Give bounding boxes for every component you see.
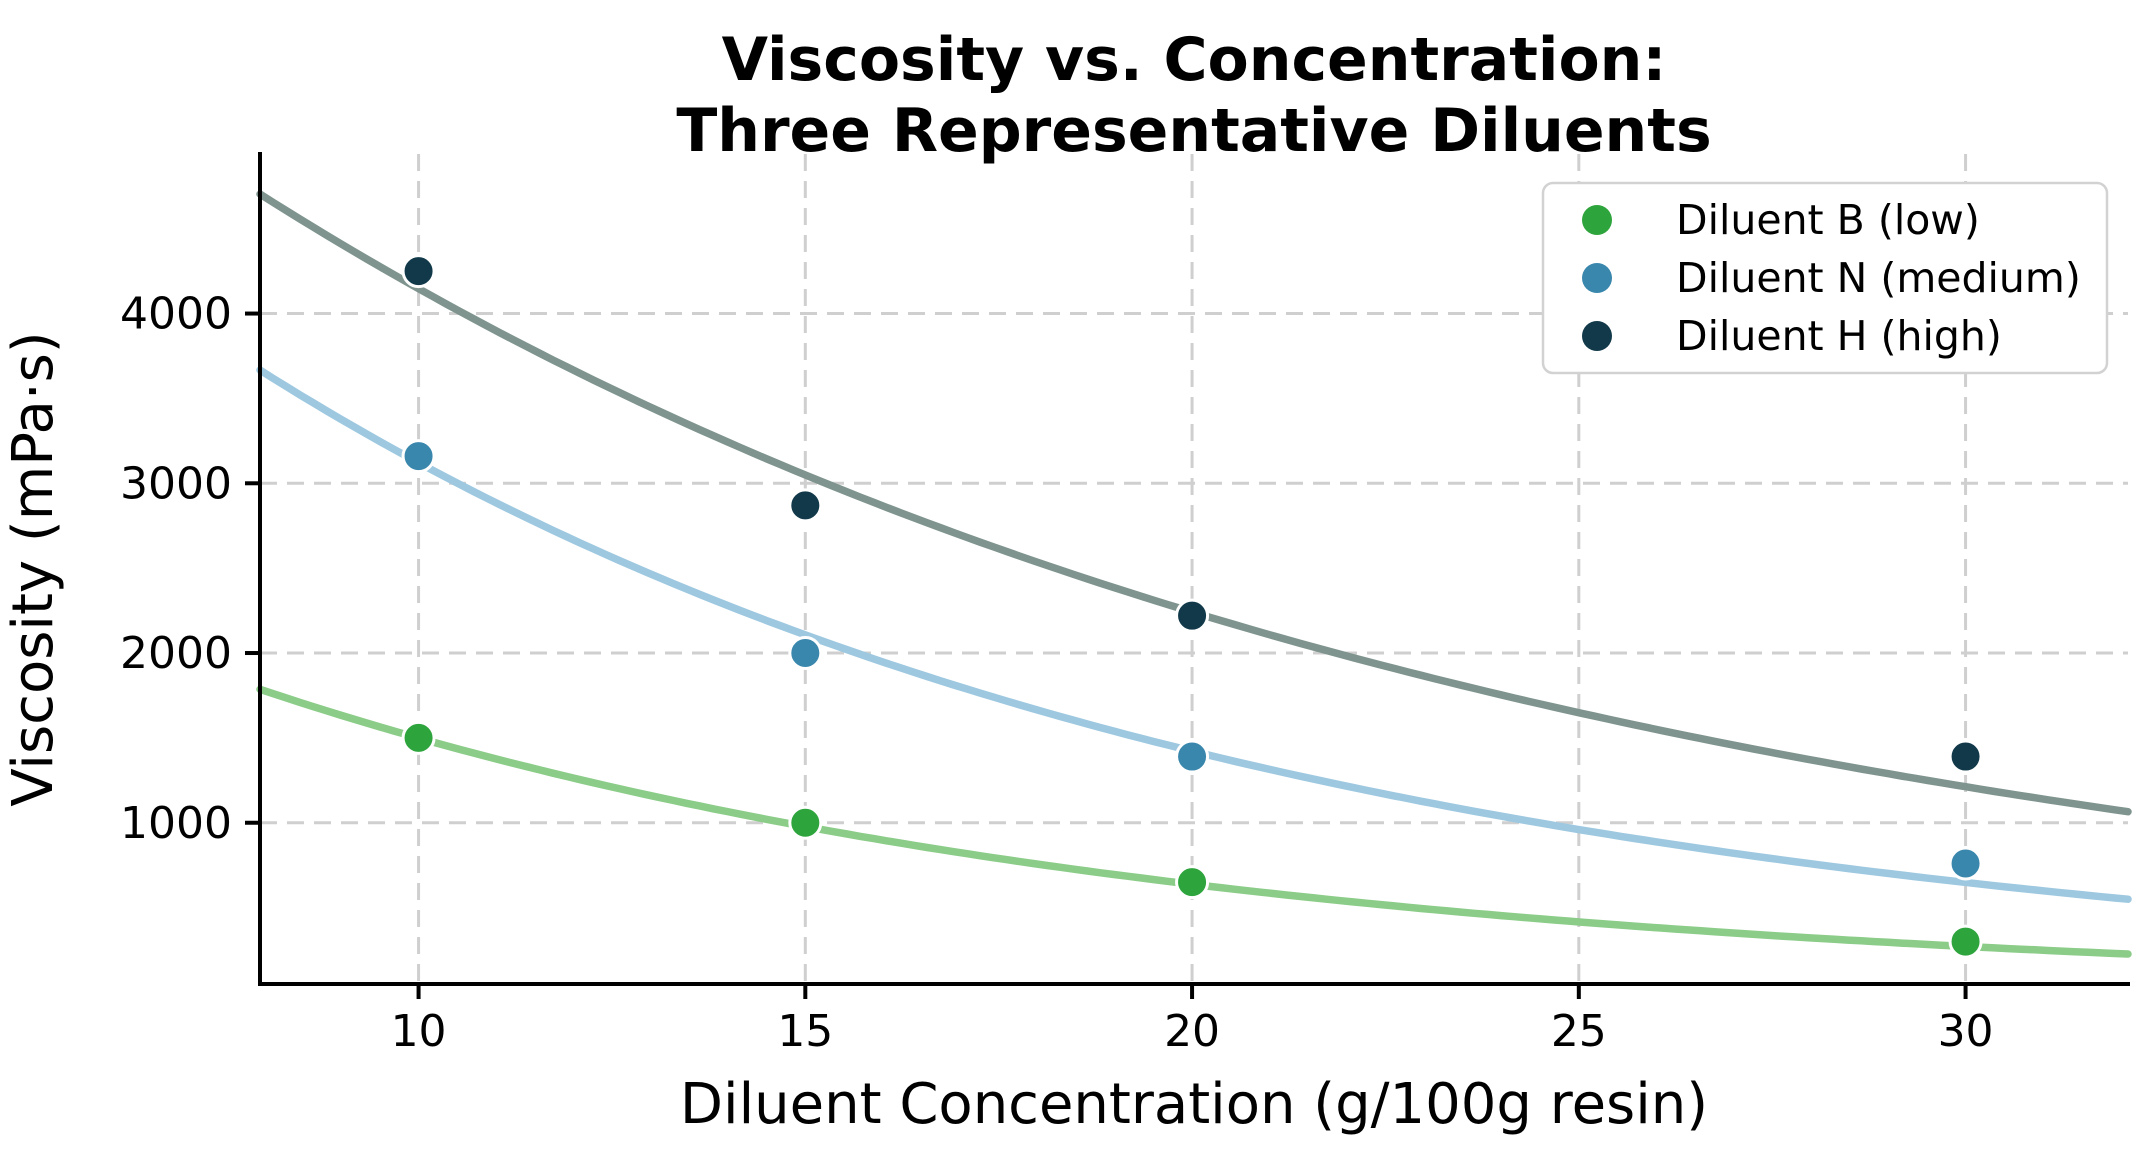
chart-title-line-2: Three Representative Diluents bbox=[676, 96, 1711, 166]
data-point-n bbox=[788, 636, 823, 671]
legend-marker-icon bbox=[1582, 321, 1612, 351]
data-point-n bbox=[401, 439, 436, 474]
data-point-b bbox=[1175, 865, 1210, 900]
y-axis-label: Viscosity (mPa·s) bbox=[1, 331, 66, 806]
y-tick-label: 4000 bbox=[120, 289, 232, 340]
x-tick-label: 15 bbox=[777, 1006, 833, 1057]
x-tick-label: 30 bbox=[1938, 1006, 1994, 1057]
legend-item-n: Diluent N (medium) bbox=[1582, 254, 2081, 302]
x-axis-label: Diluent Concentration (g/100g resin) bbox=[680, 1072, 1708, 1137]
legend: Diluent B (low) Diluent N (medium) Diluent… bbox=[1541, 181, 2109, 375]
legend-label: Diluent B (low) bbox=[1676, 196, 1980, 244]
legend-box bbox=[1541, 181, 2109, 375]
legend-marker-icon bbox=[1582, 205, 1612, 235]
legend-label: Diluent N (medium) bbox=[1676, 254, 2081, 302]
data-point-b bbox=[401, 720, 436, 755]
data-point-n bbox=[1948, 846, 1983, 881]
chart-title-line-1: Viscosity vs. Concentration: bbox=[722, 25, 1667, 95]
legend-label: Diluent H (high) bbox=[1676, 312, 2002, 360]
legend-item-b: Diluent B (low) bbox=[1582, 196, 1980, 244]
data-point-h bbox=[788, 488, 823, 523]
x-tick-label: 10 bbox=[391, 1006, 447, 1057]
y-tick-label: 3000 bbox=[120, 458, 232, 509]
y-tick-label: 1000 bbox=[120, 798, 232, 849]
data-point-b bbox=[1948, 924, 1983, 959]
x-tick-label: 20 bbox=[1164, 1006, 1220, 1057]
data-point-h bbox=[401, 254, 436, 289]
data-point-b bbox=[788, 805, 823, 840]
legend-item-h: Diluent H (high) bbox=[1582, 312, 2002, 360]
data-point-h bbox=[1175, 598, 1210, 633]
data-point-h bbox=[1948, 739, 1983, 774]
y-tick-label: 2000 bbox=[120, 628, 232, 679]
data-point-n bbox=[1175, 739, 1210, 774]
x-tick-label: 25 bbox=[1551, 1006, 1607, 1057]
legend-marker-icon bbox=[1582, 263, 1612, 293]
